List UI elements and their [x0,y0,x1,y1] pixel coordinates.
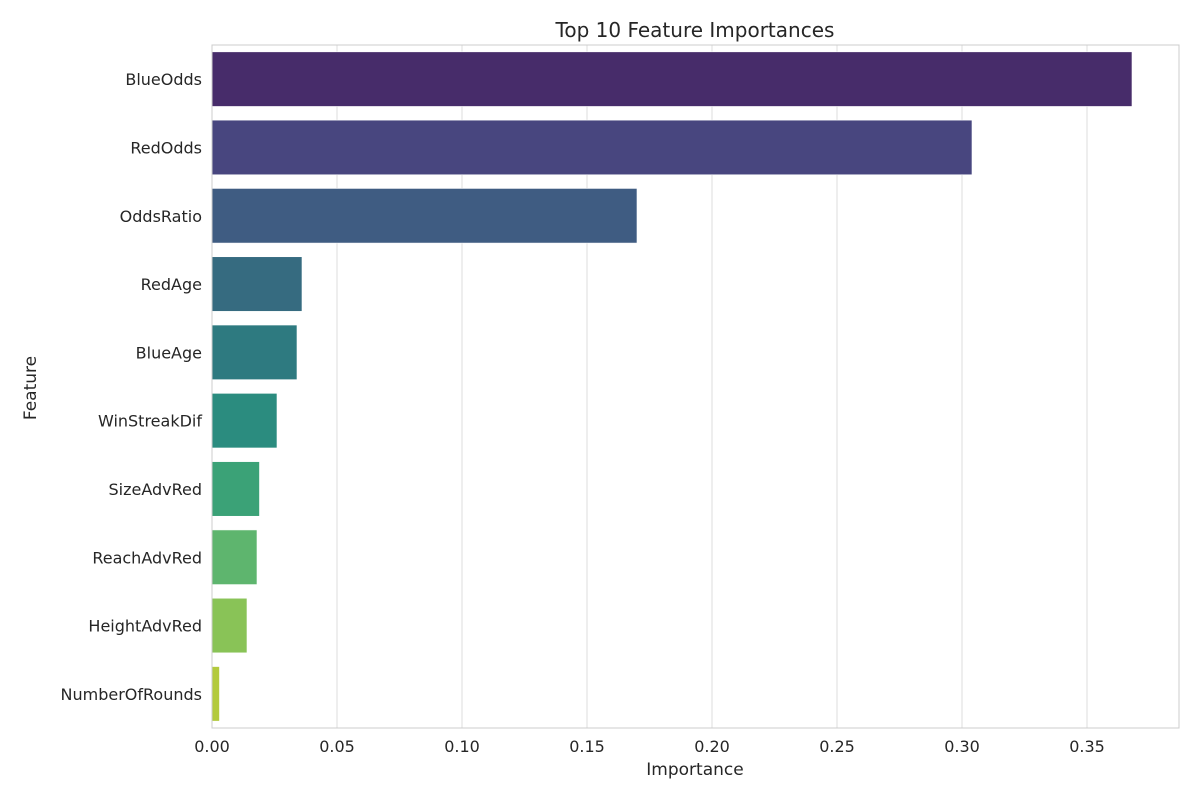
y-tick-label: NumberOfRounds [61,685,202,704]
bar-blueodds [211,51,1133,107]
y-tick-label: RedOdds [130,138,202,157]
y-tick-label: BlueOdds [125,70,202,89]
x-tick-label: 0.00 [194,737,230,756]
chart-title: Top 10 Feature Importances [555,18,835,42]
y-tick-label: ReachAdvRed [92,548,202,567]
y-tick-label: RedAge [141,275,202,294]
x-tick-labels: 0.00 0.05 0.10 0.15 0.20 0.25 0.30 0.35 [194,737,1105,756]
y-tick-label: HeightAdvRed [88,617,202,636]
x-tick-label: 0.35 [1069,737,1105,756]
bar-numberofrounds [211,666,220,722]
bar-layer [211,51,1133,722]
x-axis-label: Importance [646,760,743,780]
y-tick-label: SizeAdvRed [108,480,202,499]
x-tick-label: 0.05 [319,737,355,756]
x-tick-label: 0.20 [694,737,730,756]
y-tick-label: OddsRatio [120,207,202,226]
x-tick-label: 0.10 [444,737,480,756]
bar-heightadvred [211,597,248,654]
y-axis-label: Feature [21,356,41,420]
bar-redodds [211,119,973,176]
bar-oddsratio [211,188,638,244]
x-tick-label: 0.15 [569,737,605,756]
x-tick-label: 0.25 [819,737,855,756]
plot-frame [211,44,1180,729]
y-tick-label: BlueAge [136,343,202,362]
x-tick-label: 0.30 [944,737,980,756]
y-tick-labels: BlueOdds RedOdds OddsRatio RedAge BlueAge Win… [61,70,203,704]
bar-blueage [211,324,298,380]
bar-redage [211,256,303,312]
bar-reachadvred [211,529,258,585]
bar-winstreakdif [211,393,278,449]
y-tick-label: WinStreakDif [98,412,202,431]
bar-sizeadvred [211,461,260,517]
